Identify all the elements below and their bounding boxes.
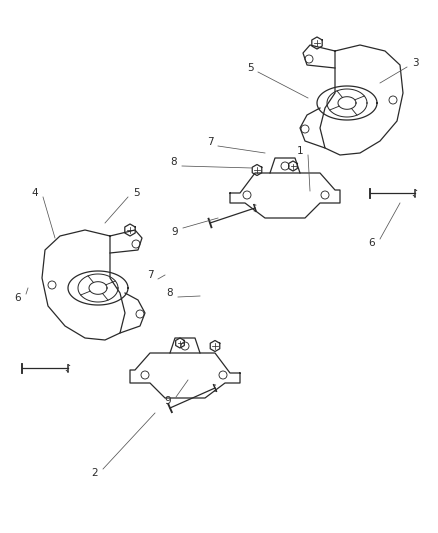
Text: 7: 7: [207, 137, 213, 147]
Text: 5: 5: [133, 188, 139, 198]
Text: 9: 9: [172, 227, 178, 237]
Text: 5: 5: [247, 63, 253, 73]
Text: 3: 3: [412, 58, 418, 68]
Text: 8: 8: [167, 288, 173, 298]
Text: 6: 6: [15, 293, 21, 303]
Text: 8: 8: [171, 157, 177, 167]
Text: 9: 9: [165, 396, 171, 406]
Text: 7: 7: [147, 270, 153, 280]
Text: 4: 4: [32, 188, 38, 198]
Text: 2: 2: [92, 468, 98, 478]
Text: 1: 1: [297, 146, 303, 156]
Text: 6: 6: [369, 238, 375, 248]
